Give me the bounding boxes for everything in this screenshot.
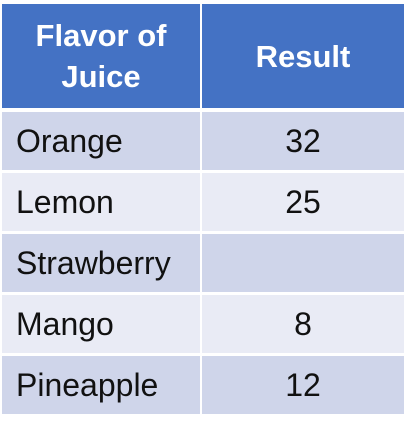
header-result: Result bbox=[202, 4, 404, 112]
juice-results-table-container: Flavor of Juice Result Orange 32 Lemon 2… bbox=[2, 4, 404, 417]
header-result-label: Result bbox=[255, 38, 351, 74]
header-flavor-label: Flavor of Juice bbox=[35, 18, 167, 94]
flavor-cell: Pineapple bbox=[2, 356, 202, 417]
table-body: Orange 32 Lemon 25 Strawberry Mango 8 Pi… bbox=[2, 112, 404, 417]
table-row: Lemon 25 bbox=[2, 173, 404, 234]
header-row: Flavor of Juice Result bbox=[2, 4, 404, 112]
table-row: Strawberry bbox=[2, 234, 404, 295]
result-cell: 12 bbox=[202, 356, 404, 417]
flavor-cell: Lemon bbox=[2, 173, 202, 234]
result-cell: 32 bbox=[202, 112, 404, 173]
juice-results-table: Flavor of Juice Result Orange 32 Lemon 2… bbox=[2, 4, 404, 417]
table-row: Pineapple 12 bbox=[2, 356, 404, 417]
table-header: Flavor of Juice Result bbox=[2, 4, 404, 112]
result-cell: 8 bbox=[202, 295, 404, 356]
flavor-cell: Orange bbox=[2, 112, 202, 173]
table-row: Orange 32 bbox=[2, 112, 404, 173]
flavor-cell: Strawberry bbox=[2, 234, 202, 295]
result-cell bbox=[202, 234, 404, 295]
result-cell: 25 bbox=[202, 173, 404, 234]
flavor-cell: Mango bbox=[2, 295, 202, 356]
header-flavor-of-juice: Flavor of Juice bbox=[2, 4, 202, 112]
table-row: Mango 8 bbox=[2, 295, 404, 356]
